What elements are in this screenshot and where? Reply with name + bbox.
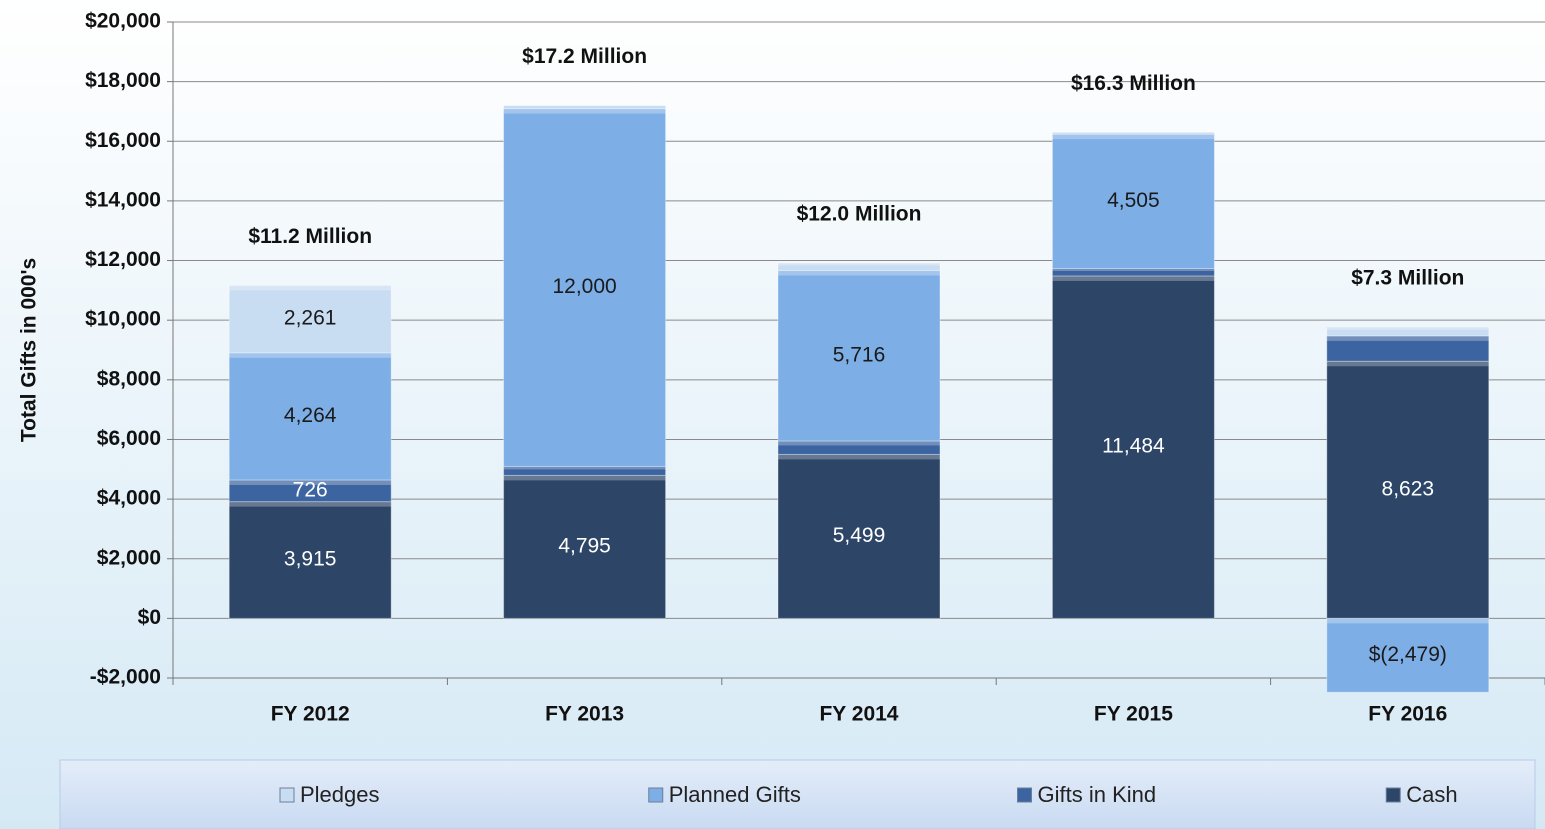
bar-segment bbox=[1051, 131, 1215, 135]
x-tick-label: FY 2013 bbox=[545, 703, 624, 726]
segment-bevel bbox=[503, 108, 666, 114]
data-label: 4,795 bbox=[558, 534, 611, 557]
segment-bevel bbox=[229, 479, 392, 485]
segment-bevel bbox=[1326, 326, 1489, 330]
legend-label: Planned Gifts bbox=[669, 782, 801, 807]
bar-segment bbox=[1051, 275, 1215, 619]
total-label: $16.3 Million bbox=[1071, 72, 1196, 95]
data-label: 12,000 bbox=[552, 275, 616, 298]
data-label: 4,264 bbox=[284, 404, 337, 427]
legend-label: Gifts in Kind bbox=[1038, 782, 1157, 807]
segment-bevel bbox=[229, 501, 392, 507]
segment-bevel bbox=[229, 352, 392, 358]
data-label: 5,716 bbox=[833, 343, 886, 366]
segment-bevel bbox=[503, 466, 666, 470]
data-label: 4,505 bbox=[1107, 189, 1160, 212]
y-tick-label: $14,000 bbox=[85, 188, 161, 211]
bar-segment bbox=[228, 501, 392, 619]
x-tick-label: FY 2016 bbox=[1368, 703, 1447, 726]
bar-segment bbox=[503, 474, 667, 619]
segment-bevel bbox=[229, 285, 392, 291]
segment-bevel bbox=[1052, 275, 1215, 281]
bar-segment bbox=[1326, 617, 1490, 693]
segment-bevel bbox=[778, 454, 940, 460]
data-label: 2,261 bbox=[284, 307, 337, 330]
bar-segment bbox=[228, 284, 392, 354]
y-tick-label: $6,000 bbox=[97, 427, 161, 450]
total-label: $7.3 Million bbox=[1351, 266, 1464, 289]
bar-segment bbox=[777, 453, 941, 619]
bar-segment bbox=[1326, 360, 1490, 619]
y-tick-label: $18,000 bbox=[85, 69, 161, 92]
data-label: 726 bbox=[293, 478, 328, 501]
y-tick-label: $16,000 bbox=[85, 129, 161, 152]
legend-swatch bbox=[1017, 787, 1032, 803]
segment-bevel bbox=[778, 270, 940, 276]
total-label: $12.0 Million bbox=[797, 203, 922, 226]
data-label: $(2,479) bbox=[1369, 643, 1447, 666]
bar-segment bbox=[1051, 133, 1215, 269]
data-label: 8,623 bbox=[1382, 477, 1435, 500]
segment-bevel bbox=[1052, 134, 1215, 140]
y-tick-label: -$2,000 bbox=[90, 666, 161, 689]
bar-segment bbox=[777, 270, 941, 442]
segment-bevel bbox=[1326, 361, 1489, 367]
data-label: 5,499 bbox=[833, 524, 886, 547]
segment-bevel bbox=[778, 263, 940, 266]
x-tick-label: FY 2014 bbox=[819, 703, 898, 726]
total-label: $17.2 Million bbox=[522, 45, 647, 68]
y-tick-label: $12,000 bbox=[85, 248, 161, 271]
data-label: 3,915 bbox=[284, 548, 337, 571]
legend-swatch bbox=[279, 787, 295, 803]
segment-bevel bbox=[1326, 335, 1489, 341]
x-tick-label: FY 2012 bbox=[271, 703, 350, 726]
y-tick-label: $0 bbox=[138, 606, 161, 629]
y-tick-label: $8,000 bbox=[97, 367, 161, 390]
segment-bevel bbox=[1052, 268, 1215, 271]
bar-segment bbox=[503, 105, 667, 110]
x-tick-label: FY 2015 bbox=[1094, 703, 1173, 726]
segment-bevel bbox=[1326, 618, 1489, 624]
bar-segment bbox=[228, 352, 392, 481]
y-tick-label: $10,000 bbox=[85, 308, 161, 331]
legend-swatch bbox=[648, 787, 664, 803]
data-label: 11,484 bbox=[1102, 435, 1165, 458]
y-tick-label: $4,000 bbox=[97, 487, 161, 510]
segment-bevel bbox=[778, 440, 940, 446]
y-tick-label: $2,000 bbox=[97, 546, 161, 569]
legend-box bbox=[59, 759, 1536, 829]
legend-label: Cash bbox=[1406, 782, 1457, 807]
legend-label: Pledges bbox=[300, 782, 380, 807]
y-tick-label: $20,000 bbox=[85, 10, 161, 33]
bar-segment bbox=[1326, 335, 1490, 362]
bar-segment bbox=[777, 262, 941, 272]
bar-segment bbox=[503, 108, 667, 467]
bar-segment bbox=[1326, 326, 1490, 337]
segment-bevel bbox=[503, 475, 666, 481]
y-axis-label: Total Gifts in 000's bbox=[18, 258, 41, 442]
total-label: $11.2 Million bbox=[248, 225, 372, 248]
legend-swatch bbox=[1385, 787, 1401, 803]
